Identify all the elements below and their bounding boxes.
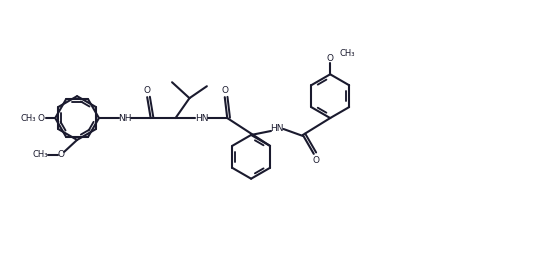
Text: O: O	[221, 86, 228, 95]
Text: CH₃: CH₃	[20, 114, 35, 122]
Text: O: O	[326, 54, 334, 63]
Text: HN: HN	[195, 114, 208, 122]
Text: O: O	[38, 114, 45, 122]
Text: O: O	[144, 86, 150, 95]
Text: CH₃: CH₃	[340, 49, 355, 58]
Text: HN: HN	[270, 124, 284, 134]
Text: O: O	[58, 150, 65, 159]
Text: NH: NH	[118, 114, 131, 122]
Text: O: O	[312, 156, 319, 165]
Text: CH₃: CH₃	[32, 150, 47, 159]
